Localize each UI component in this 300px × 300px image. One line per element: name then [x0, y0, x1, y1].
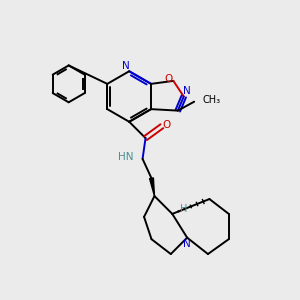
Text: N: N [183, 86, 190, 96]
Text: H: H [180, 204, 187, 214]
Text: O: O [164, 74, 172, 84]
Text: CH₃: CH₃ [202, 95, 220, 105]
Text: N: N [183, 239, 191, 249]
Text: HN: HN [118, 152, 133, 162]
Text: N: N [122, 61, 130, 71]
Polygon shape [150, 178, 154, 196]
Text: O: O [162, 120, 170, 130]
